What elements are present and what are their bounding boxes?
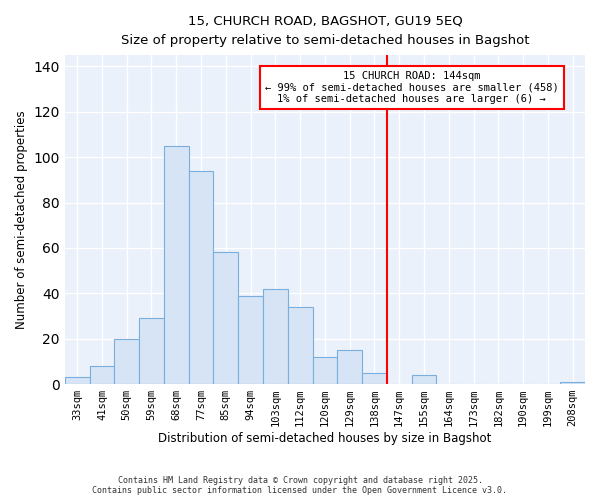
Text: 15 CHURCH ROAD: 144sqm
← 99% of semi-detached houses are smaller (458)
1% of sem: 15 CHURCH ROAD: 144sqm ← 99% of semi-det… [265,71,559,104]
X-axis label: Distribution of semi-detached houses by size in Bagshot: Distribution of semi-detached houses by … [158,432,491,445]
Bar [188,171,214,384]
Bar [313,357,337,384]
Bar [288,307,313,384]
Title: 15, CHURCH ROAD, BAGSHOT, GU19 5EQ
Size of property relative to semi-detached ho: 15, CHURCH ROAD, BAGSHOT, GU19 5EQ Size … [121,15,529,47]
Bar [362,372,387,384]
Bar [89,366,115,384]
Y-axis label: Number of semi-detached properties: Number of semi-detached properties [15,110,28,329]
Bar [115,338,139,384]
Bar [337,350,362,384]
Bar [65,378,89,384]
Bar [238,296,263,384]
Bar [139,318,164,384]
Bar [412,375,436,384]
Bar [263,289,288,384]
Bar [214,252,238,384]
Bar [560,382,585,384]
Text: Contains HM Land Registry data © Crown copyright and database right 2025.
Contai: Contains HM Land Registry data © Crown c… [92,476,508,495]
Bar [164,146,188,384]
